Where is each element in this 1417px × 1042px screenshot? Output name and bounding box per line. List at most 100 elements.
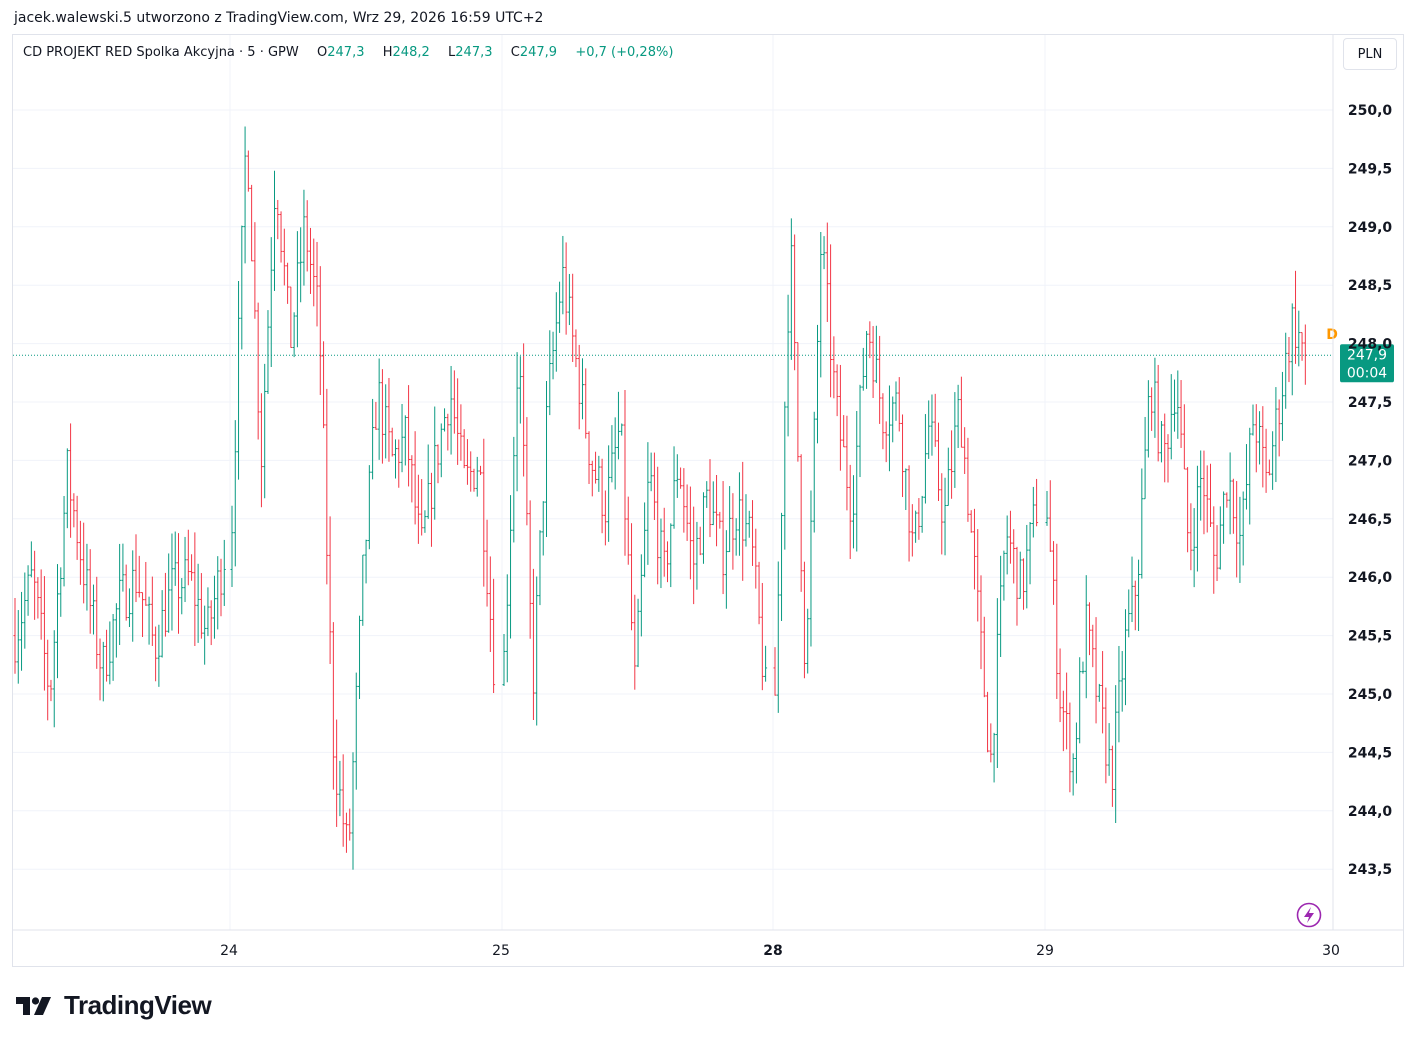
ohlc-bar xyxy=(590,460,594,497)
last-price-value: 247,9 xyxy=(1347,347,1387,363)
ohlc-bar xyxy=(13,597,17,674)
ohlc-bar xyxy=(1209,463,1212,528)
ohlc-bar xyxy=(1173,379,1177,432)
ohlc-bar xyxy=(305,200,309,272)
ohlc-bar xyxy=(659,518,663,589)
chart-frame xyxy=(12,34,1404,967)
ohlc-bar xyxy=(196,563,200,643)
ohlc-bar xyxy=(36,577,40,619)
ohlc-bar xyxy=(62,495,66,587)
ohlc-bar xyxy=(1081,661,1085,674)
ohlc-bar xyxy=(636,598,640,668)
ohlc-bar xyxy=(286,262,290,304)
ohlc-bar xyxy=(531,568,535,720)
ohlc-bar xyxy=(403,415,407,466)
ohlc-bar xyxy=(1015,546,1019,626)
ohlc-bar xyxy=(269,237,273,367)
ohlc-bar xyxy=(633,594,637,690)
countdown-timer: 00:04 xyxy=(1347,365,1387,381)
ohlc-bar xyxy=(108,621,112,685)
ohlc-bar xyxy=(842,415,846,448)
high-label: H xyxy=(382,45,393,60)
ohlc-bar xyxy=(390,427,394,457)
ohlc-bar xyxy=(652,452,656,520)
ohlc-bar xyxy=(835,364,839,417)
ohlc-bar xyxy=(105,629,109,682)
ohlc-bar xyxy=(518,356,522,424)
ohlc-bar xyxy=(203,605,207,665)
ohlc-bar xyxy=(1071,753,1075,796)
ohlc-bar xyxy=(626,496,630,565)
ohlc-bar xyxy=(789,218,793,360)
close-value: 247,9 xyxy=(519,45,558,60)
ohlc-bar xyxy=(1290,303,1294,396)
ohlc-bar xyxy=(927,400,931,459)
ohlc-bar xyxy=(855,411,859,552)
ohlc-bar xyxy=(23,572,27,649)
ohlc-bar xyxy=(861,347,865,391)
ohlc-bar xyxy=(259,393,263,508)
ohlc-bar xyxy=(851,475,855,549)
currency-button[interactable]: PLN xyxy=(1343,38,1397,70)
ohlc-bar xyxy=(793,234,797,371)
ohlc-bar xyxy=(59,567,63,617)
ohlc-bar xyxy=(312,238,316,307)
ohlc-bar xyxy=(989,723,993,763)
dividend-marker: D xyxy=(1326,327,1338,343)
high-value: 248,2 xyxy=(392,45,430,60)
y-tick-label: 250,0 xyxy=(1348,103,1393,119)
ohlc-bar xyxy=(829,244,833,398)
ohlc-bar xyxy=(1241,491,1245,566)
ohlc-bar xyxy=(78,520,82,585)
ohlc-bar xyxy=(545,380,549,537)
ohlc-bar xyxy=(933,393,937,447)
ohlc-bar xyxy=(1120,651,1124,712)
ohlc-bar xyxy=(809,490,813,647)
ohlc-bar xyxy=(986,691,990,753)
ohlc-bar xyxy=(780,512,784,621)
grid-lines xyxy=(13,35,1333,930)
ohlc-bar xyxy=(56,564,60,679)
ohlc-bar xyxy=(335,719,339,827)
ohlc-bar xyxy=(969,510,973,533)
ohlc-bar xyxy=(351,752,355,870)
ohlc-bar xyxy=(567,273,571,326)
attribution-header: jacek.walewski.5 utworzono z TradingView… xyxy=(14,10,544,26)
ohlc-bar xyxy=(940,473,944,555)
ohlc-bar xyxy=(812,411,816,533)
ohlc-bar xyxy=(776,561,780,713)
ohlc-bar xyxy=(1146,380,1150,458)
ohlc-bar xyxy=(212,575,216,639)
ohlc-bar xyxy=(1133,580,1137,631)
ohlc-bar xyxy=(416,474,420,544)
ohlc-bar xyxy=(623,390,627,556)
chart-overlay: 247,9 00:04 D xyxy=(13,327,1394,928)
y-tick-label: 243,5 xyxy=(1348,862,1392,878)
ohlc-bar xyxy=(394,439,397,479)
ohlc-bar xyxy=(701,492,705,564)
ohlc-bar xyxy=(1166,434,1170,483)
last-price-label-bg xyxy=(1340,344,1394,383)
ohlc-bar xyxy=(1258,411,1262,465)
ohlc-bar xyxy=(1267,459,1271,476)
ohlc-bar xyxy=(263,363,267,499)
ohlc-bar xyxy=(1091,624,1095,668)
ohlc-bar xyxy=(675,454,679,498)
ohlc-bar xyxy=(1228,452,1232,535)
ohlc-bar xyxy=(49,679,53,702)
ohlc-bar xyxy=(705,481,709,508)
ohlc-bar xyxy=(131,550,135,642)
ohlc-bar xyxy=(449,365,453,455)
ohlc-bar xyxy=(413,431,417,525)
ohlc-bar xyxy=(1097,683,1101,702)
ohlc-bar xyxy=(250,184,254,262)
tradingview-logo[interactable]: TradingView xyxy=(16,990,212,1021)
ohlc-bar xyxy=(838,364,842,471)
brand-name: TradingView xyxy=(64,990,212,1020)
ohlc-bar xyxy=(1110,745,1114,807)
ohlc-bar xyxy=(959,376,963,448)
ohlc-bar xyxy=(950,430,954,499)
ohlc-bar xyxy=(150,576,154,646)
ohlc-bar xyxy=(754,528,758,589)
